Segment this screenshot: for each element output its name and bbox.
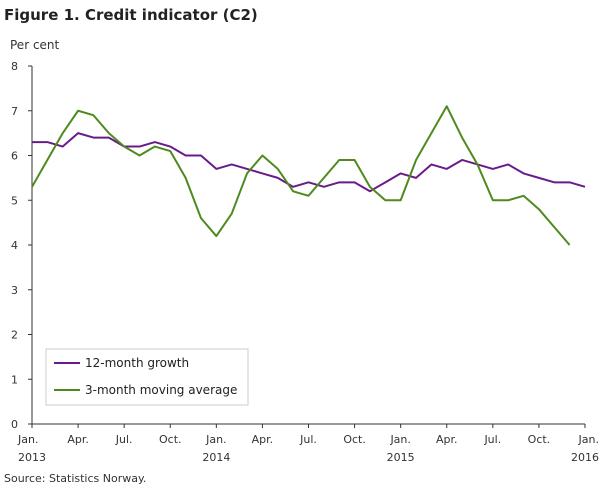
x-tick-label: Apr.	[67, 433, 89, 446]
x-tick-year-label: 2014	[202, 451, 230, 464]
x-tick-label: Jan.	[389, 433, 410, 446]
x-tick-label: Jan.	[17, 433, 38, 446]
axes: 0 1 2 3 4 5 6 7 8 Jan. 2013 Apr. Jul. Oct. Jan. 2014 Apr…	[11, 60, 599, 464]
series-layer	[31, 105, 586, 246]
x-tick-label: Apr.	[252, 433, 274, 446]
y-tick-label: 5	[11, 194, 18, 207]
x-tick-label: Apr.	[436, 433, 458, 446]
x-tick-label: Oct.	[343, 433, 366, 446]
legend: 12-month growth 3-month moving average	[45, 348, 249, 406]
y-tick-label: 2	[11, 329, 18, 342]
x-tick-label: Jan.	[578, 433, 599, 446]
y-tick-label: 7	[11, 105, 18, 118]
x-tick-label: Oct.	[528, 433, 551, 446]
series-line-12-month-growth	[32, 132, 586, 193]
x-tick-label: Jul.	[299, 433, 317, 446]
y-tick-label: 6	[11, 150, 18, 163]
legend-box	[45, 348, 249, 406]
y-tick-label: 0	[11, 418, 18, 431]
chart-title: Figure 1. Credit indicator (C2)	[4, 6, 258, 24]
x-tick-year-label: 2013	[18, 451, 46, 464]
legend-label-3-month-moving-average: 3-month moving average	[85, 383, 237, 397]
y-tick-label: 8	[11, 60, 18, 73]
legend-label-12-month-growth: 12-month growth	[85, 356, 189, 370]
x-tick-label: Jan.	[205, 433, 226, 446]
y-tick-label: 1	[11, 373, 18, 386]
x-tick-year-label: 2016	[571, 451, 599, 464]
x-tick-label: Oct.	[159, 433, 182, 446]
x-tick-year-label: 2015	[387, 451, 415, 464]
y-tick-label: 4	[11, 239, 18, 252]
y-tick-label: 3	[11, 284, 18, 297]
source-note: Source: Statistics Norway.	[4, 472, 147, 485]
y-axis-label: Per cent	[10, 38, 60, 52]
x-tick-label: Jul.	[483, 433, 501, 446]
x-tick-label: Jul.	[115, 433, 133, 446]
series-line-3-month-moving-average	[31, 105, 571, 246]
